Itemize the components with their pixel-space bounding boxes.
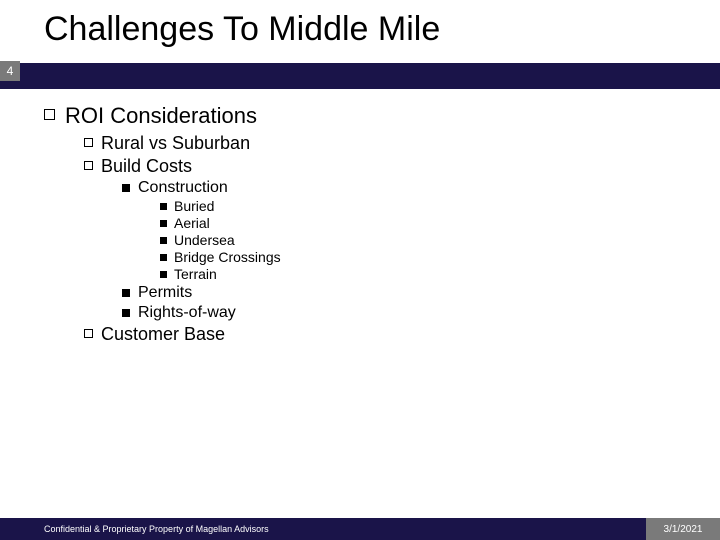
bullet-lvl1: ROI Considerations — [44, 103, 720, 129]
bullet-lvl2: Rural vs Suburban — [84, 133, 720, 154]
hollow-square-icon — [44, 109, 55, 120]
lvl2-text: Build Costs — [101, 156, 192, 177]
title-area: Challenges To Middle Mile — [0, 0, 720, 63]
slide: Challenges To Middle Mile 4 ROI Consider… — [0, 0, 720, 540]
page-number-box: 4 — [0, 61, 20, 81]
filled-square-icon — [160, 220, 167, 227]
lvl3-text: Rights-of-way — [138, 304, 236, 322]
hollow-square-icon — [84, 161, 93, 170]
lvl1-text: ROI Considerations — [65, 103, 257, 129]
filled-square-icon — [160, 237, 167, 244]
lvl4-text: Undersea — [174, 232, 235, 248]
hollow-square-icon — [84, 329, 93, 338]
lvl4-text: Terrain — [174, 266, 217, 282]
accent-bar: 4 — [0, 63, 720, 89]
bullet-lvl2: Customer Base — [84, 324, 720, 345]
lvl2-text: Customer Base — [101, 324, 225, 345]
lvl3-text: Permits — [138, 284, 192, 302]
bullet-lvl4: Aerial — [160, 215, 720, 231]
filled-square-icon — [160, 271, 167, 278]
filled-square-icon — [122, 309, 130, 317]
footer-date: 3/1/2021 — [646, 518, 720, 540]
bullet-lvl4: Terrain — [160, 266, 720, 282]
bullet-lvl3: Permits — [122, 284, 720, 302]
footer-confidential: Confidential & Proprietary Property of M… — [0, 518, 646, 540]
page-number: 4 — [7, 64, 14, 78]
filled-square-icon — [122, 289, 130, 297]
lvl4-text: Bridge Crossings — [174, 249, 281, 265]
filled-square-icon — [122, 184, 130, 192]
slide-title: Challenges To Middle Mile — [44, 10, 720, 49]
bullet-lvl3: Rights-of-way — [122, 304, 720, 322]
bullet-lvl2: Build Costs — [84, 156, 720, 177]
bullet-lvl4: Buried — [160, 198, 720, 214]
content-area: ROI Considerations Rural vs Suburban Bui… — [0, 89, 720, 540]
footer: Confidential & Proprietary Property of M… — [0, 518, 720, 540]
bullet-lvl3: Construction — [122, 179, 720, 197]
filled-square-icon — [160, 254, 167, 261]
filled-square-icon — [160, 203, 167, 210]
bullet-lvl4: Undersea — [160, 232, 720, 248]
lvl2-text: Rural vs Suburban — [101, 133, 250, 154]
lvl4-text: Buried — [174, 198, 214, 214]
bullet-lvl4: Bridge Crossings — [160, 249, 720, 265]
lvl3-text: Construction — [138, 179, 228, 197]
hollow-square-icon — [84, 138, 93, 147]
lvl4-text: Aerial — [174, 215, 210, 231]
